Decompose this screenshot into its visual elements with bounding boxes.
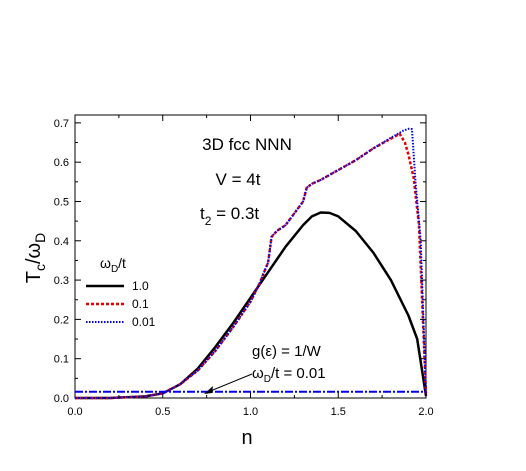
series-line-2 — [75, 132, 428, 400]
x-tick-label: 1.5 — [331, 406, 346, 418]
annotation-arrow — [204, 373, 253, 394]
x-tick-label: 1.0 — [243, 406, 258, 418]
x-tick-label: 2.0 — [418, 406, 433, 418]
annotation-flat-line1: g(ε) = 1/W — [252, 343, 322, 360]
annotation-title-line2: V = 4t — [216, 170, 261, 189]
series-line-1 — [75, 211, 428, 400]
legend: ωD/t 1.0 0.1 0.01 — [86, 255, 156, 329]
svg-text:1.0: 1.0 — [132, 279, 149, 293]
legend-entry-1: 1.0 — [86, 279, 149, 293]
legend-entry-3: 0.01 — [86, 315, 156, 329]
y-tick-label: 0.7 — [54, 118, 69, 130]
svg-text:0.01: 0.01 — [132, 315, 156, 329]
y-tick-label: 0.2 — [54, 314, 69, 326]
annotation-title-line3: t2 = 0.3t — [200, 204, 259, 228]
y-tick-label: 0.3 — [54, 275, 69, 287]
plot-frame — [74, 114, 427, 399]
legend-entry-2: 0.1 — [86, 297, 149, 311]
y-tick-label: 0.5 — [54, 196, 69, 208]
annotation-flat-line2: ωD/t = 0.01 — [252, 365, 326, 385]
y-tick-label: 0.0 — [54, 393, 69, 405]
x-axis-label: n — [241, 427, 252, 449]
y-tick-label: 0.1 — [54, 354, 69, 366]
x-tick-label: 0.0 — [67, 406, 82, 418]
svg-text:Tc/ωD: Tc/ωD — [23, 233, 48, 284]
annotation-title-line1: 3D fcc NNN — [202, 135, 292, 154]
y-axis-label: Tc/ωD — [23, 233, 48, 284]
x-tick-label: 0.5 — [155, 406, 170, 418]
y-tick-label: 0.6 — [54, 157, 69, 169]
y-tick-label: 0.4 — [54, 236, 69, 248]
series-line-3 — [75, 127, 427, 399]
svg-text:0.1: 0.1 — [132, 297, 149, 311]
legend-title: ωD/t — [100, 255, 126, 275]
